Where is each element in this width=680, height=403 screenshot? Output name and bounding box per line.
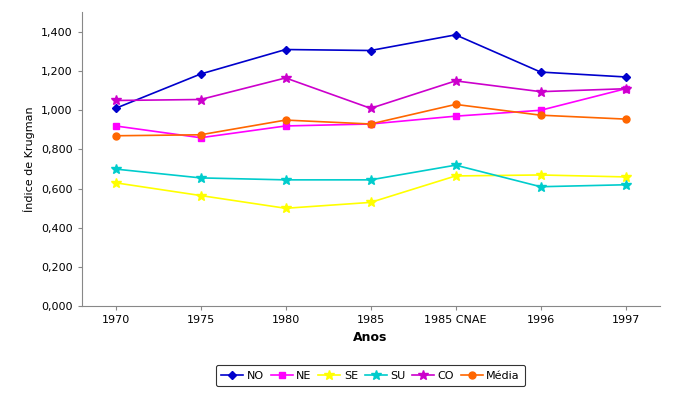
- NO: [452, 32, 460, 37]
- CO: [282, 75, 290, 80]
- Line: CO: CO: [111, 73, 630, 113]
- SU: [367, 177, 375, 182]
- Média: [282, 118, 290, 123]
- Média: [197, 132, 205, 137]
- NE: [622, 86, 630, 91]
- NE: [282, 124, 290, 129]
- CO: [367, 106, 375, 111]
- SE: [452, 174, 460, 179]
- SU: [197, 175, 205, 180]
- NO: [537, 70, 545, 75]
- SU: [537, 184, 545, 189]
- SE: [537, 172, 545, 177]
- Média: [622, 117, 630, 122]
- CO: [112, 98, 120, 103]
- Line: Média: Média: [112, 101, 629, 139]
- SU: [112, 167, 120, 172]
- Legend: NO, NE, SE, SU, CO, Média: NO, NE, SE, SU, CO, Média: [216, 365, 526, 386]
- NE: [367, 122, 375, 127]
- Line: SE: SE: [111, 170, 630, 213]
- X-axis label: Anos: Anos: [354, 331, 388, 344]
- SE: [112, 181, 120, 185]
- NE: [112, 124, 120, 129]
- NO: [282, 47, 290, 52]
- Média: [367, 122, 375, 127]
- CO: [452, 79, 460, 83]
- SU: [622, 182, 630, 187]
- SE: [197, 193, 205, 198]
- SE: [367, 200, 375, 205]
- NE: [452, 114, 460, 118]
- SE: [282, 206, 290, 211]
- SE: [622, 174, 630, 179]
- CO: [197, 97, 205, 102]
- NE: [197, 135, 205, 140]
- Média: [112, 133, 120, 138]
- Line: SU: SU: [111, 160, 630, 191]
- SU: [452, 163, 460, 168]
- Média: [452, 102, 460, 107]
- Y-axis label: Índice de Krugman: Índice de Krugman: [23, 106, 35, 212]
- NE: [537, 108, 545, 113]
- Média: [537, 113, 545, 118]
- NO: [197, 72, 205, 77]
- Line: NE: NE: [113, 86, 628, 141]
- NO: [112, 106, 120, 111]
- NO: [367, 48, 375, 53]
- SU: [282, 177, 290, 182]
- Line: NO: NO: [113, 32, 628, 111]
- NO: [622, 75, 630, 79]
- CO: [537, 89, 545, 94]
- CO: [622, 86, 630, 91]
